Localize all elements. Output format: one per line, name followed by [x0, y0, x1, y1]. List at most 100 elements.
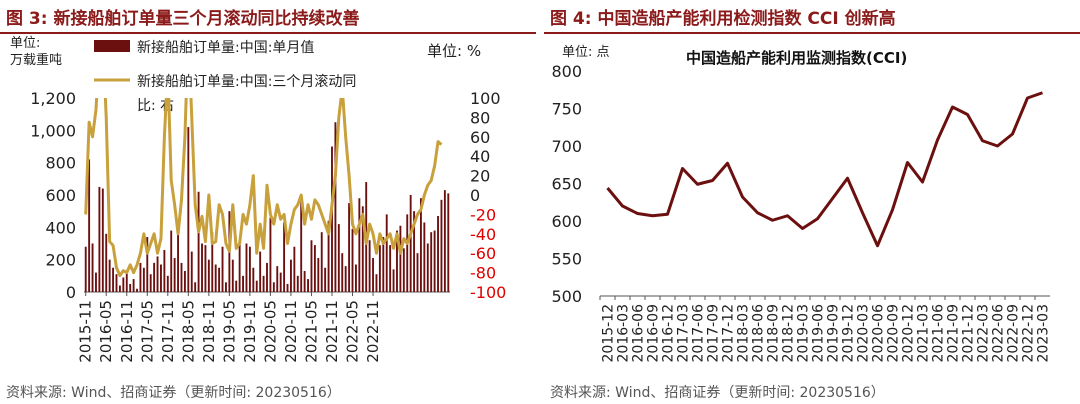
- order-volume-bar: [303, 270, 306, 292]
- right-y-tick-label: -20: [470, 205, 496, 224]
- x-tick-label: 2018-11: [200, 300, 218, 363]
- order-volume-bar: [269, 217, 272, 292]
- legend-bar-label: 新接船舶订单量:中国:单月值: [137, 39, 314, 56]
- x-tick-label: 2016-05: [97, 300, 115, 363]
- order-volume-bar: [221, 246, 224, 292]
- order-volume-bar: [313, 245, 316, 292]
- right-y-tick-label: -100: [470, 283, 506, 302]
- order-volume-bar: [125, 270, 128, 292]
- order-volume-bar: [310, 240, 313, 292]
- order-volume-bar: [166, 275, 169, 292]
- cci-x-tick-label: 2022-06: [991, 304, 1007, 363]
- order-volume-bar: [262, 275, 265, 292]
- order-volume-bar: [426, 243, 429, 292]
- left-y-tick-label: 0: [66, 283, 76, 302]
- order-volume-bar: [276, 266, 279, 292]
- order-volume-bar: [293, 246, 296, 292]
- order-volume-bar: [139, 262, 142, 292]
- order-volume-bar: [440, 199, 443, 292]
- order-volume-bar: [443, 190, 446, 292]
- order-volume-bar: [320, 232, 323, 292]
- order-volume-bar: [180, 262, 183, 292]
- order-volume-bar: [430, 232, 433, 292]
- cci-y-tick-label: 500: [551, 287, 582, 306]
- left-y-tick-label: 600: [45, 186, 76, 205]
- order-volume-bar: [402, 248, 405, 292]
- order-volume-bar: [447, 193, 450, 292]
- order-volume-bar: [207, 259, 210, 292]
- order-volume-bar: [266, 262, 268, 292]
- cci-x-tick-label: 2020-09: [886, 304, 902, 363]
- right-y-tick-label: 80: [470, 108, 490, 127]
- cci-y-tick-label: 650: [551, 175, 582, 194]
- cci-unit-label: 单位: 点: [562, 45, 610, 60]
- order-volume-bar: [108, 259, 111, 292]
- cci-x-tick-label: 2018-12: [781, 304, 797, 363]
- order-volume-bar: [214, 264, 217, 292]
- cci-x-tick-label: 2016-06: [631, 304, 647, 363]
- order-volume-bar: [416, 253, 419, 292]
- order-volume-bar: [235, 280, 238, 292]
- order-volume-bar: [354, 264, 357, 292]
- order-volume-bar: [361, 206, 364, 292]
- cci-x-tick-label: 2021-09: [946, 304, 962, 363]
- right-chart-panel: 图 4: 中国造船产能利用检测指数 CCI 创新高 单位: 点 中国造船产能利用…: [544, 0, 1080, 404]
- order-volume-bar: [317, 258, 320, 292]
- x-tick-label: 2021-05: [302, 300, 320, 363]
- order-volume-bar: [344, 266, 347, 292]
- cci-x-tick-label: 2020-06: [871, 304, 887, 363]
- order-volume-bar: [177, 233, 179, 292]
- cci-x-tick-label: 2018-09: [766, 304, 782, 363]
- cci-x-tick-label: 2016-03: [616, 304, 632, 363]
- order-volume-bar: [399, 225, 402, 292]
- order-volume-bar: [183, 270, 186, 292]
- left-y-tick-label: 800: [45, 154, 76, 173]
- x-tick-label: 2019-11: [241, 300, 259, 363]
- cci-x-tick-label: 2022-09: [1006, 304, 1022, 363]
- order-volume-bar: [197, 191, 200, 292]
- cci-y-tick-label: 800: [551, 62, 582, 81]
- left-title-rule: [0, 32, 536, 34]
- order-volume-bar: [252, 267, 255, 292]
- order-volume-bar: [122, 277, 125, 292]
- cci-y-tick-label: 550: [551, 250, 582, 269]
- right-source-note: 资料来源: Wind、招商证券（更新时间: 20230516）: [550, 385, 885, 401]
- order-volume-bar: [84, 246, 87, 292]
- order-volume-bar: [327, 220, 330, 292]
- cci-y-tick-label: 600: [551, 212, 582, 231]
- order-volume-bar: [225, 282, 227, 292]
- order-volume-bar: [358, 198, 361, 292]
- order-volume-bar: [115, 274, 118, 292]
- order-volume-bar: [272, 282, 275, 292]
- right-chart-title: 图 4: 中国造船产能利用检测指数 CCI 创新高: [550, 9, 896, 29]
- cci-x-tick-label: 2021-12: [961, 304, 977, 363]
- cci-x-tick-label: 2022-03: [976, 304, 992, 363]
- order-volume-bar: [146, 237, 149, 292]
- order-volume-bar: [368, 240, 371, 292]
- order-volume-bar: [413, 211, 416, 292]
- cci-x-tick-label: 2015-12: [601, 304, 617, 363]
- order-volume-bar: [406, 214, 409, 292]
- left-y-tick-label: 200: [45, 251, 76, 270]
- order-volume-bar: [118, 285, 121, 292]
- x-tick-label: 2018-05: [179, 300, 197, 363]
- left-chart-title: 图 3: 新接船舶订单量三个月滚动同比持续改善: [6, 9, 360, 29]
- cci-x-tick-label: 2023-03: [1036, 304, 1052, 363]
- order-volume-bar: [423, 222, 426, 292]
- order-volume-bar: [286, 283, 289, 292]
- cci-x-tick-label: 2021-03: [916, 304, 932, 363]
- order-volume-bar: [351, 228, 354, 292]
- x-tick-label: 2020-05: [261, 300, 279, 363]
- order-volume-bar: [160, 264, 162, 292]
- order-volume-bar: [331, 146, 333, 292]
- x-tick-label: 2020-11: [282, 300, 300, 363]
- order-volume-bar: [101, 188, 104, 292]
- right-y-tick-label: 20: [470, 167, 490, 186]
- order-volume-chart: 单位: 万载重吨 单位: % 新接船舶订单量:中国:单月值 新接船舶订单量:中国…: [10, 36, 506, 363]
- cci-x-tick-label: 2019-09: [826, 304, 842, 363]
- order-volume-bar: [372, 258, 374, 292]
- cci-x-tick-label: 2018-03: [736, 304, 752, 363]
- right-y-tick-label: -40: [470, 225, 496, 244]
- x-tick-label: 2021-11: [323, 300, 341, 363]
- x-tick-label: 2017-11: [159, 300, 177, 363]
